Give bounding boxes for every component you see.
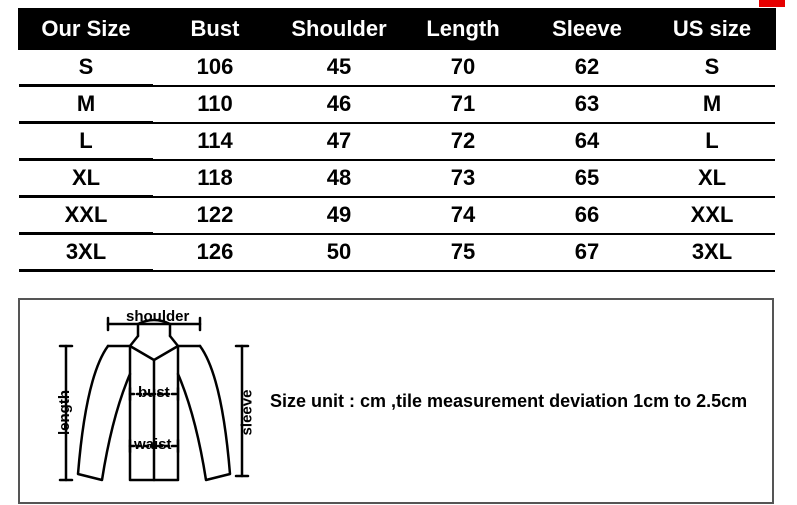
cell: L (19, 123, 153, 160)
table-row: XL 118 48 73 65 XL (19, 160, 775, 197)
cell: 106 (153, 49, 277, 86)
measurement-diagram-box: shoulder bust waist length sleeve Size u… (18, 298, 774, 504)
cell: 62 (525, 49, 649, 86)
table-body: S 106 45 70 62 S M 110 46 71 63 M L 114 … (19, 49, 775, 271)
cell: XL (19, 160, 153, 197)
cell: 63 (525, 86, 649, 123)
label-bust: bust (138, 384, 170, 401)
label-shoulder: shoulder (126, 308, 189, 325)
cell: 72 (401, 123, 525, 160)
cell: 74 (401, 197, 525, 234)
cell: 126 (153, 234, 277, 271)
cell: 45 (277, 49, 401, 86)
cell: 122 (153, 197, 277, 234)
cell: 70 (401, 49, 525, 86)
red-corner-mark (759, 0, 785, 7)
label-sleeve: sleeve (238, 390, 255, 436)
cell: 3XL (19, 234, 153, 271)
cell: XXL (649, 197, 775, 234)
cell: 114 (153, 123, 277, 160)
table-row: XXL 122 49 74 66 XXL (19, 197, 775, 234)
measurement-note: Size unit : cm ,tile measurement deviati… (250, 391, 762, 412)
cell: 48 (277, 160, 401, 197)
cell: XXL (19, 197, 153, 234)
col-us-size: US size (649, 9, 775, 49)
size-chart-table: Our Size Bust Shoulder Length Sleeve US … (18, 8, 776, 272)
cell: S (649, 49, 775, 86)
cell: 110 (153, 86, 277, 123)
cell: 67 (525, 234, 649, 271)
label-waist: waist (134, 436, 172, 453)
table-header-row: Our Size Bust Shoulder Length Sleeve US … (19, 9, 775, 49)
table-row: L 114 47 72 64 L (19, 123, 775, 160)
table-row: M 110 46 71 63 M (19, 86, 775, 123)
cell: 64 (525, 123, 649, 160)
cell: M (649, 86, 775, 123)
cell: 118 (153, 160, 277, 197)
cell: 3XL (649, 234, 775, 271)
cell: 71 (401, 86, 525, 123)
cell: 46 (277, 86, 401, 123)
cell: 65 (525, 160, 649, 197)
col-shoulder: Shoulder (277, 9, 401, 49)
cell: 66 (525, 197, 649, 234)
cell: 75 (401, 234, 525, 271)
col-bust: Bust (153, 9, 277, 49)
cell: 73 (401, 160, 525, 197)
cell: 50 (277, 234, 401, 271)
cell: L (649, 123, 775, 160)
cell: XL (649, 160, 775, 197)
cell: 49 (277, 197, 401, 234)
label-length: length (56, 390, 73, 435)
cell: 47 (277, 123, 401, 160)
table-row: 3XL 126 50 75 67 3XL (19, 234, 775, 271)
cell: M (19, 86, 153, 123)
cell: S (19, 49, 153, 86)
col-sleeve: Sleeve (525, 9, 649, 49)
col-length: Length (401, 9, 525, 49)
table-row: S 106 45 70 62 S (19, 49, 775, 86)
col-our-size: Our Size (19, 9, 153, 49)
garment-diagram: shoulder bust waist length sleeve (30, 306, 250, 496)
